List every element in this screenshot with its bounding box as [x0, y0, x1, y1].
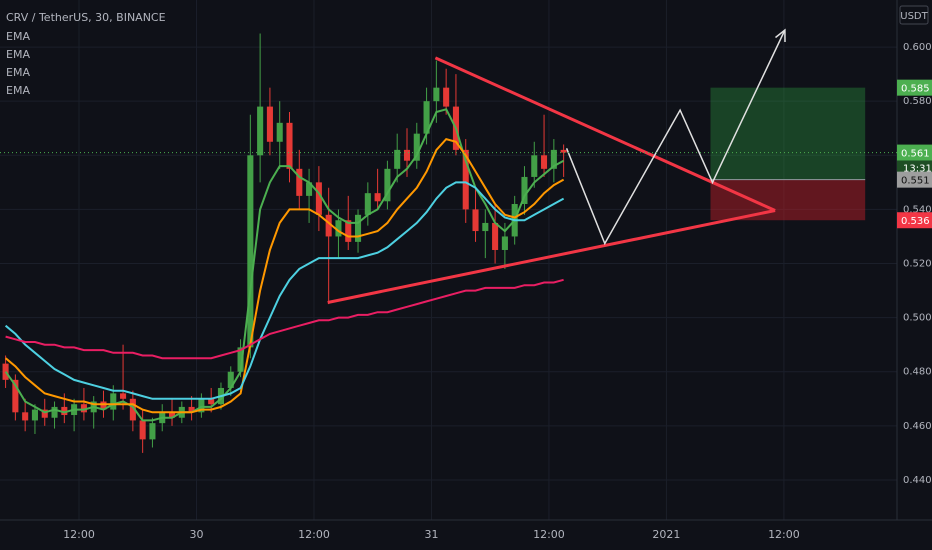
candle-body: [296, 168, 303, 196]
candle-body: [472, 209, 479, 232]
candle-body: [325, 214, 332, 237]
candle-body: [355, 214, 362, 242]
candle-body: [286, 122, 293, 169]
x-tick-label: 12:00: [63, 528, 95, 541]
candle-body: [168, 412, 176, 418]
candle-body: [139, 420, 146, 440]
candle-body: [374, 193, 381, 202]
candle-body: [443, 87, 450, 107]
candle-body: [110, 393, 117, 410]
x-tick-label: 2021: [652, 528, 680, 541]
legend: CRV / TetherUS, 30, BINANCE EMA EMA EMA …: [6, 11, 166, 97]
candle-body: [276, 122, 283, 142]
candle-body: [22, 412, 29, 421]
x-tick-label: 31: [424, 528, 438, 541]
candle-body: [335, 220, 342, 237]
y-tick-label: 0.580: [903, 96, 932, 107]
candle-body: [423, 101, 430, 134]
countdown: 13:31: [903, 164, 932, 175]
ema-line: [4, 181, 565, 400]
symbol-title: CRV / TetherUS, 30, BINANCE: [6, 11, 166, 24]
y-tick-label: 0.600: [903, 42, 932, 53]
candle-body: [531, 155, 538, 177]
candle-body: [198, 398, 205, 413]
price-label: 0.551: [901, 176, 930, 187]
y-tick-label: 0.500: [903, 313, 932, 324]
candle-body: [384, 168, 391, 202]
candle-body: [41, 409, 48, 418]
candle-body: [482, 222, 489, 232]
candle-body: [12, 379, 19, 413]
candle-body: [129, 398, 136, 421]
legend-entry: EMA: [6, 84, 30, 97]
candle-body: [51, 406, 58, 418]
candle-body: [100, 401, 107, 410]
candle-body: [188, 406, 195, 413]
candle-body: [306, 182, 313, 196]
candle-body: [266, 106, 273, 142]
candle-body: [257, 106, 264, 156]
candle-body: [120, 393, 127, 399]
x-tick-label: 12:00: [298, 528, 330, 541]
x-tick-label: 30: [189, 528, 203, 541]
candle-body: [247, 155, 254, 348]
candle-body: [394, 149, 401, 169]
candle-body: [462, 149, 469, 210]
ema-line: [5, 278, 564, 360]
candle-body: [80, 404, 87, 413]
stop-zone: [710, 179, 866, 221]
y-tick-label: 0.540: [903, 204, 932, 215]
candle-body: [31, 409, 38, 421]
candle-body: [413, 133, 420, 161]
x-tick-label: 12:00: [768, 528, 800, 541]
projection-arrowhead: [775, 28, 786, 43]
price-label: 0.536: [901, 216, 930, 227]
target-zone: [710, 87, 866, 180]
legend-entry: EMA: [6, 66, 30, 79]
candle-body: [61, 406, 68, 416]
grid: [0, 0, 897, 520]
ema-line: [4, 137, 565, 414]
candle-body: [149, 423, 156, 440]
candle-body: [541, 155, 548, 169]
currency-box[interactable]: [899, 5, 929, 25]
price-label: 0.585: [901, 84, 930, 95]
currency[interactable]: USDT: [900, 11, 928, 22]
candle-body: [492, 222, 499, 250]
legend-entry: EMA: [6, 30, 30, 43]
plot-area: [2, 28, 866, 453]
legend-entry: EMA: [6, 48, 30, 61]
y-tick-label: 0.460: [903, 421, 932, 432]
price-label-box: [897, 79, 932, 96]
y-tick-label: 0.520: [903, 259, 932, 270]
y-tick-label: 0.480: [903, 367, 932, 378]
candle-body: [345, 220, 352, 242]
candle-body: [227, 371, 234, 388]
candle-body: [560, 149, 567, 153]
ema-line: [4, 108, 565, 422]
candle-body: [501, 236, 508, 250]
candle-body: [208, 398, 215, 405]
candle-body: [521, 176, 528, 204]
candle-body: [364, 193, 371, 215]
candle-body: [550, 149, 557, 169]
candle-body: [315, 182, 322, 215]
projection-path: [565, 29, 786, 246]
y-tick-label: 0.440: [903, 475, 932, 486]
x-tick-label: 12:00: [533, 528, 565, 541]
price-label-box: [897, 212, 932, 229]
trend-line: [434, 56, 776, 212]
price-label: 0.561: [901, 149, 930, 160]
candle-body: [403, 149, 411, 161]
candle-body: [433, 87, 440, 102]
price-label-box: [897, 144, 932, 161]
trend-line: [327, 209, 776, 304]
price-label-box: [897, 171, 932, 188]
candle-body: [237, 347, 244, 372]
